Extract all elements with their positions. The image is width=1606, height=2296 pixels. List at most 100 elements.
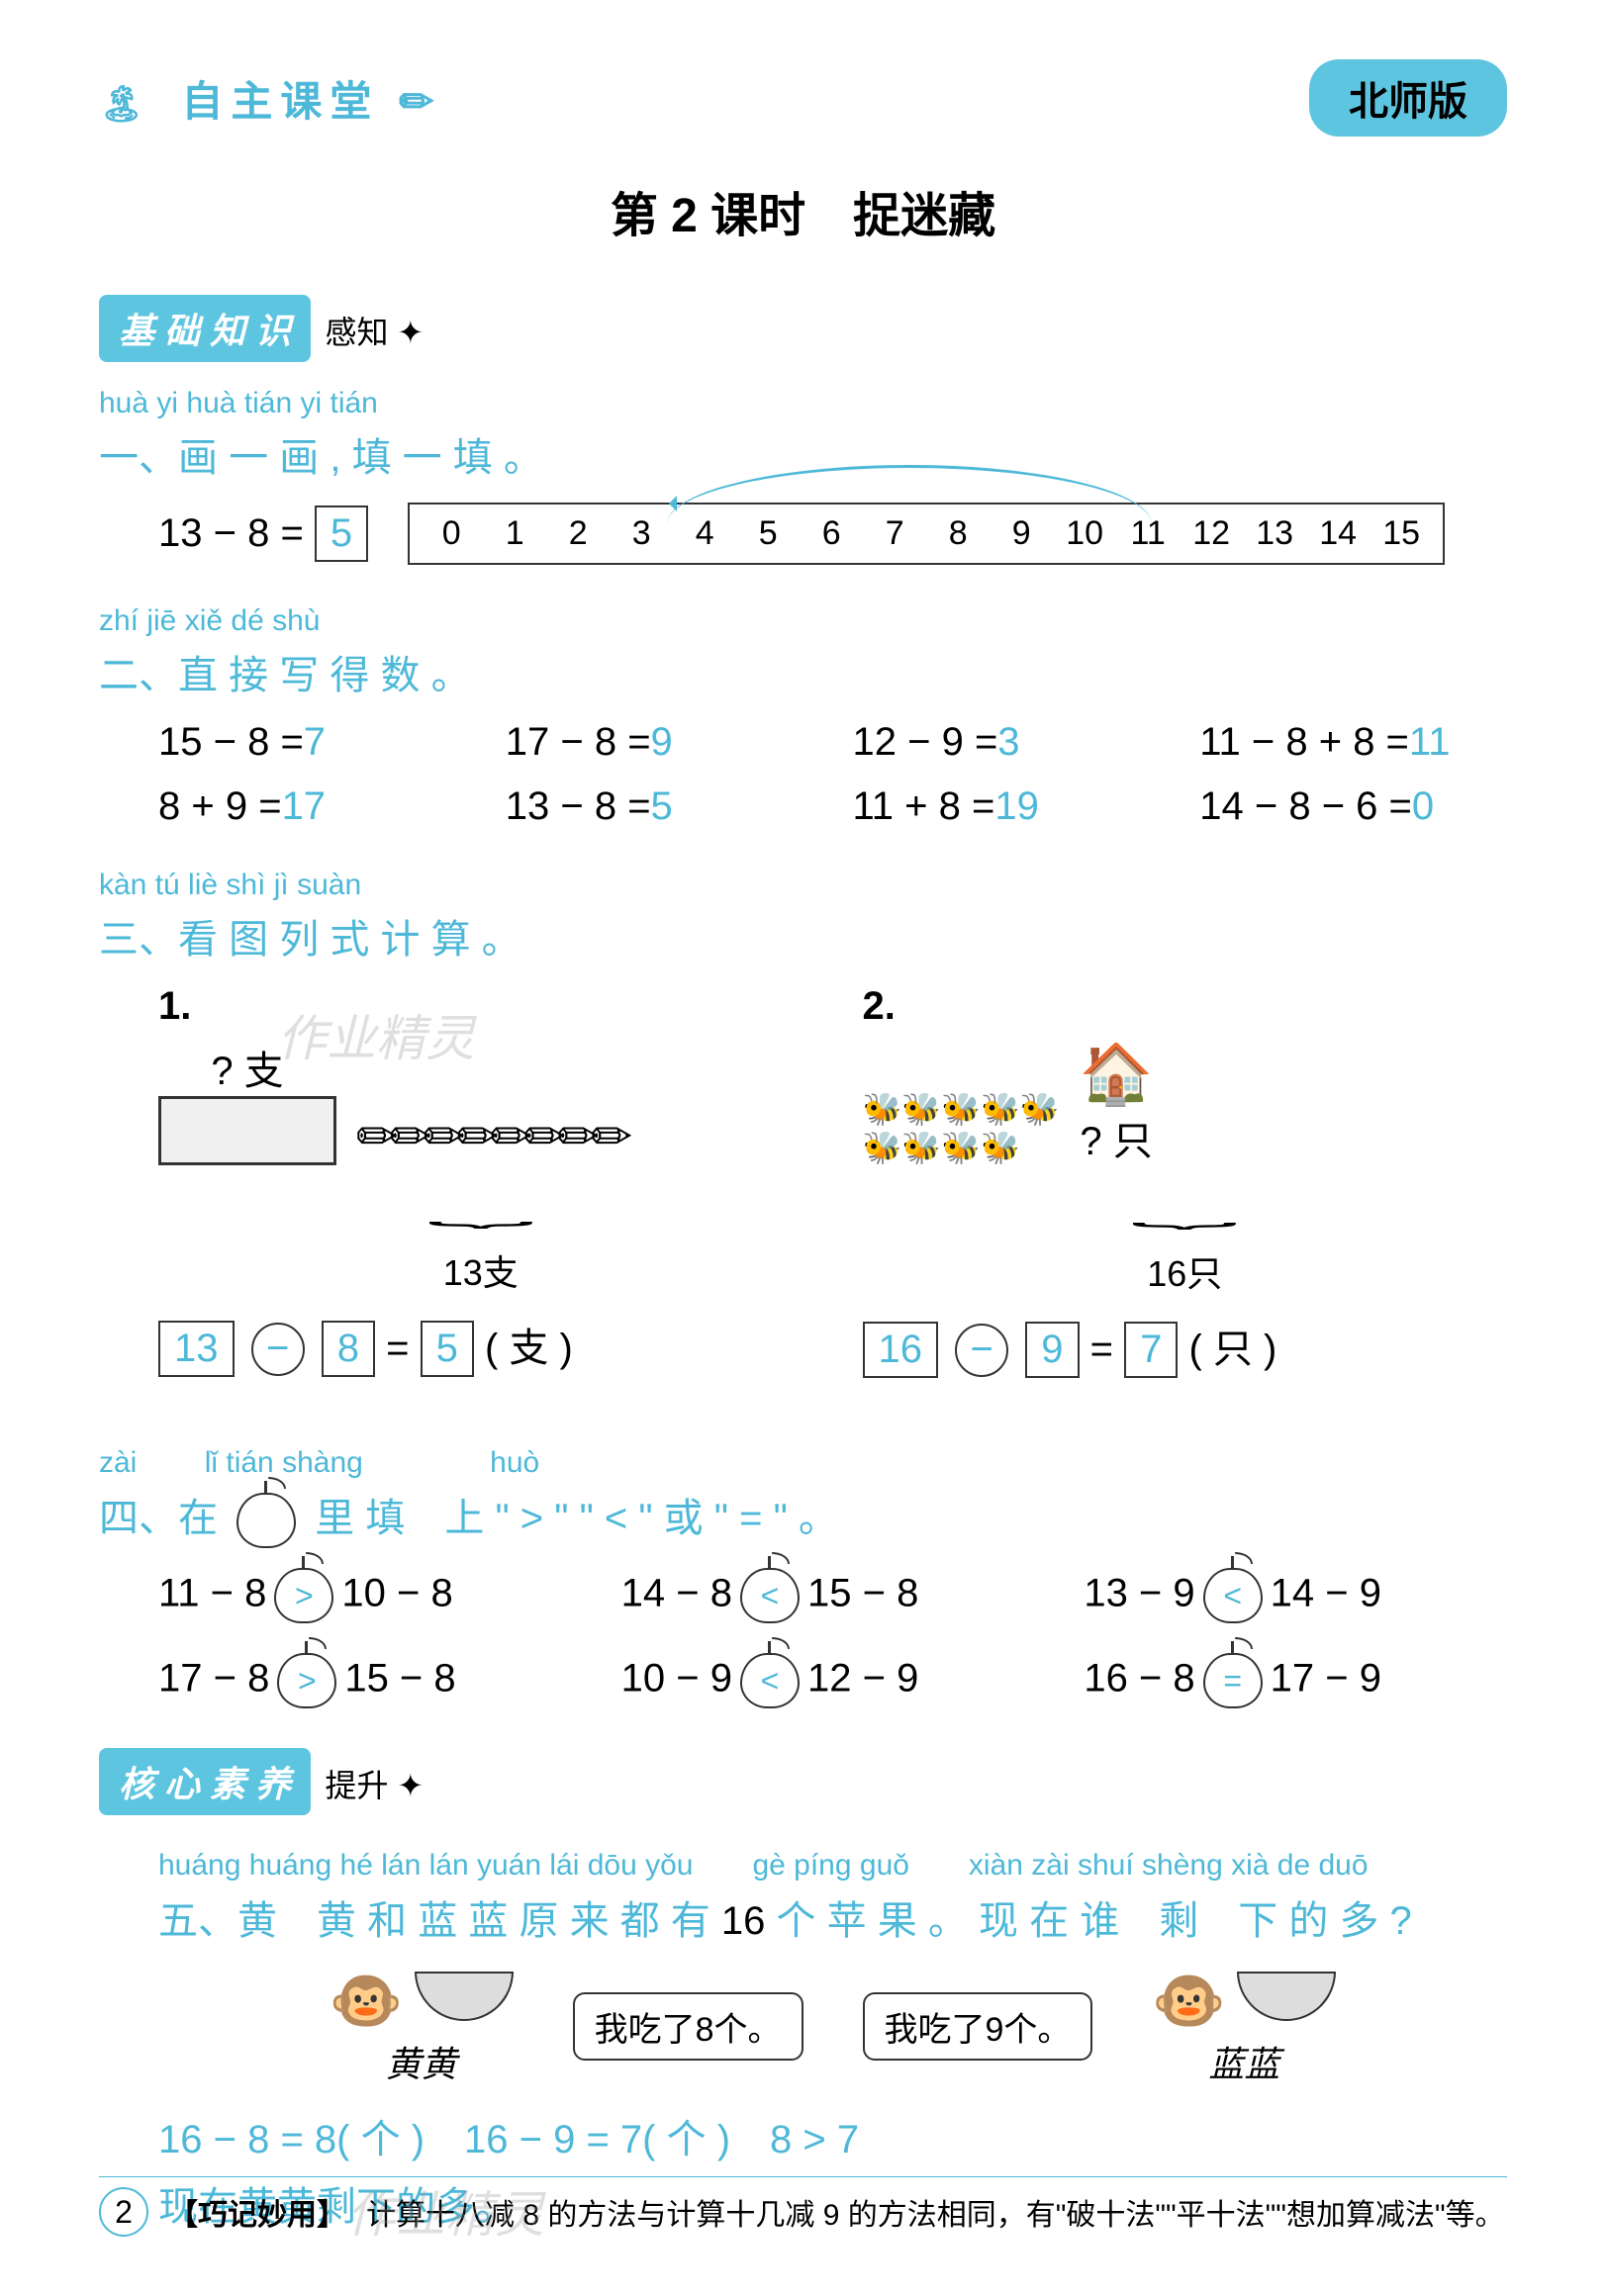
badge-core-suffix: 提升 ✦ [325,1768,424,1803]
q5-pinyin: huáng huáng hé lán lán yuán lái dōu yǒu … [158,1840,1507,1883]
q4-item: 13 − 9<14 − 9 [1084,1568,1507,1623]
q3p1-a: 13 [158,1321,235,1377]
basket-icon [415,1972,514,2021]
lesson-title: 第 2 课时 捉迷藏 [99,176,1507,245]
q2-item: 15 − 8 =7 [158,720,466,765]
numline-tick: 15 [1379,514,1423,553]
question-2: zhí jiē xiě dé shù 二、直 接 写 得 数 。 15 − 8 … [99,604,1507,829]
section-badge-core: 核 心 素 养 提升 ✦ [99,1748,1507,1825]
monkey2-name: 蓝蓝 [1152,2036,1336,2087]
q3p2-a: 16 [863,1322,939,1378]
q2-grid: 15 − 8 =7 17 − 8 =9 12 − 9 =3 11 − 8 + 8 =1… [158,720,1507,829]
badge-basic-text: 基 础 知 识 [99,295,311,362]
q2-heading: 二、直 接 写 得 数 。 [99,643,1507,700]
monkey-icon: 🐵 [1152,1968,1226,2034]
q3-problem-1: 1. ? 支 ✏✏✏✏✏✏✏✏ ⏟ 13支 13 − 8 = 5 ( 支 ) [158,984,803,1398]
q5-heading-num: 16 [721,1899,766,1943]
q4-item: 16 − 8=17 − 9 [1084,1653,1507,1708]
numline-tick: 14 [1316,514,1360,553]
q5-heading-a: 五、黄 黄 和 蓝 蓝 原 来 都 有 [158,1899,721,1943]
q3p1-brace: ⏟ 13支 [158,1175,803,1296]
q4-heading-mid: 里 填 上 " > " " < " 或 " = " 。 [315,1497,838,1540]
q4-grid: 11 − 8>10 − 8 14 − 8<15 − 8 13 − 9<14 − 9 1… [158,1568,1507,1708]
q3p1-eq: = [386,1327,409,1370]
question-4: zài lǐ tián shàng huò 四、在 里 填 上 " > " " … [99,1437,1507,1708]
q2-item: 11 + 8 =19 [853,784,1161,829]
q3p2-brace: ⏟ 16只 [863,1176,1508,1297]
footer-text: 计算十八减 8 的方法与计算十几减 9 的方法相同，有"破十法""平十法""想加… [366,2190,1505,2234]
q1-pinyin: huà yi huà tián yi tián [99,387,1507,420]
q4-heading: 四、在 里 填 上 " > " " < " 或 " = " 。 [99,1486,1507,1548]
q1-equation: 13 − 8 = 5 [158,505,368,562]
q2-item: 12 − 9 =3 [853,720,1161,765]
q3p2-unknown: ? 只 [1080,1109,1154,1166]
number-line: 0 1 2 3 4 5 6 7 8 9 10 11 12 13 14 15 [408,503,1445,565]
eraser-box-icon [158,1096,336,1165]
q4-item: 17 − 8>15 − 8 [158,1653,582,1708]
q3p1-unit: ( 支 ) [485,1327,573,1370]
q3p1-op: − [251,1323,305,1376]
q4-heading-pre: 四、在 [99,1497,218,1540]
q4-item: 14 − 8<15 − 8 [621,1568,1045,1623]
monkey1-name: 黄黄 [330,2036,514,2087]
apple-icon [236,1493,296,1548]
q3p2-c: 7 [1124,1322,1178,1378]
q3p2-unit: ( 只 ) [1188,1328,1276,1371]
q2-pinyin: zhí jiē xiě dé shù [99,604,1507,638]
question-5: huáng huáng hé lán lán yuán lái dōu yǒu … [158,1840,1507,2232]
hive-icon: 🏠 [1080,1041,1154,1107]
q2-item: 13 − 8 =5 [506,784,813,829]
q3p2-equation: 16 − 9 = 7 ( 只 ) [863,1317,1508,1378]
q3-heading: 三、看 图 列 式 计 算 。 [99,907,1507,964]
q5-heading-b: 个 苹 果 。 现 在 谁 剩 下 的 多 ? [777,1899,1412,1943]
q3-problem-2: 2. 🐝🐝🐝🐝🐝🐝🐝🐝🐝 🏠 ? 只 ⏟ 16只 16 − 9 = 7 ( 只 … [863,984,1508,1398]
q2-item: 17 − 8 =9 [506,720,813,765]
q3p1-equation: 13 − 8 = 5 ( 支 ) [158,1316,803,1377]
bees-icon: 🐝🐝🐝🐝🐝🐝🐝🐝🐝 [863,1090,1060,1166]
q4-pinyin-end: huò [490,1446,539,1479]
q4-pinyin: zài lǐ tián shàng huò [99,1437,1507,1481]
monkey-icon: 🐵 [330,1968,404,2034]
q3-pinyin: kàn tú liè shì jì suàn [99,869,1507,902]
question-3: kàn tú liè shì jì suàn 三、看 图 列 式 计 算 。 1… [99,869,1507,1398]
numline-tick: 1 [493,514,536,553]
island-icon: 🏝 [99,83,152,124]
q3p1-num: 1. [158,984,803,1029]
q2-item: 14 − 8 − 6 =0 [1199,784,1507,829]
q3p2-num: 2. [863,984,1508,1029]
q2-item: 11 − 8 + 8 =11 [1199,720,1507,765]
numline-tick: 13 [1253,514,1296,553]
q3p2-op: − [955,1324,1008,1377]
numline-tick: 0 [429,514,473,553]
q3p1-total: 13支 [443,1252,519,1293]
page-footer: 2 【巧记妙用】 计算十八减 8 的方法与计算十几减 9 的方法相同，有"破十法… [99,2176,1507,2237]
numline-tick: 2 [556,514,600,553]
q3p1-unknown: ? 支 [158,1039,336,1096]
numline-tick: 12 [1189,514,1233,553]
q2-item: 8 + 9 =17 [158,784,466,829]
speech-bubble-2: 我吃了9个。 [863,1992,1093,2061]
q4-pinyin-mid: lǐ tián shàng [205,1446,363,1479]
badge-core-text: 核 心 素 养 [99,1748,311,1815]
basket-icon [1237,1972,1336,2021]
q3p2-b: 9 [1025,1322,1079,1378]
q4-pinyin-pre: zài [99,1446,137,1479]
pencils-icon: ✏✏✏✏✏✏✏✏ [356,1108,624,1165]
section-badge-basic: 基 础 知 识 感知 ✦ [99,295,1507,372]
q3p2-total: 16只 [1147,1253,1222,1294]
pencil-icon: ✏ [399,78,441,125]
footer-tag: 【巧记妙用】 [168,2190,346,2234]
q1-eq-answer: 5 [315,505,368,562]
edition-badge: 北师版 [1309,59,1507,137]
q5-heading: 五、黄 黄 和 蓝 蓝 原 来 都 有 16 个 苹 果 。 现 在 谁 剩 下… [158,1888,1507,1946]
speech-bubble-1: 我吃了8个。 [573,1992,803,2061]
header-title: 自主课堂 [181,78,379,125]
q3p2-eq: = [1090,1328,1113,1371]
question-1: huà yi huà tián yi tián 一、画 一 画 , 填 一 填 … [99,387,1507,565]
q3p1-c: 5 [421,1321,474,1377]
header-left: 🏝 自主课堂 ✏ [99,68,441,129]
badge-basic-suffix: 感知 ✦ [325,315,424,350]
numline-tick: 3 [619,514,663,553]
q5-answer-1: 16 − 8 = 8( 个 ) 16 − 9 = 7( 个 ) 8 > 7 [158,2107,1507,2164]
q4-item: 11 − 8>10 − 8 [158,1568,582,1623]
